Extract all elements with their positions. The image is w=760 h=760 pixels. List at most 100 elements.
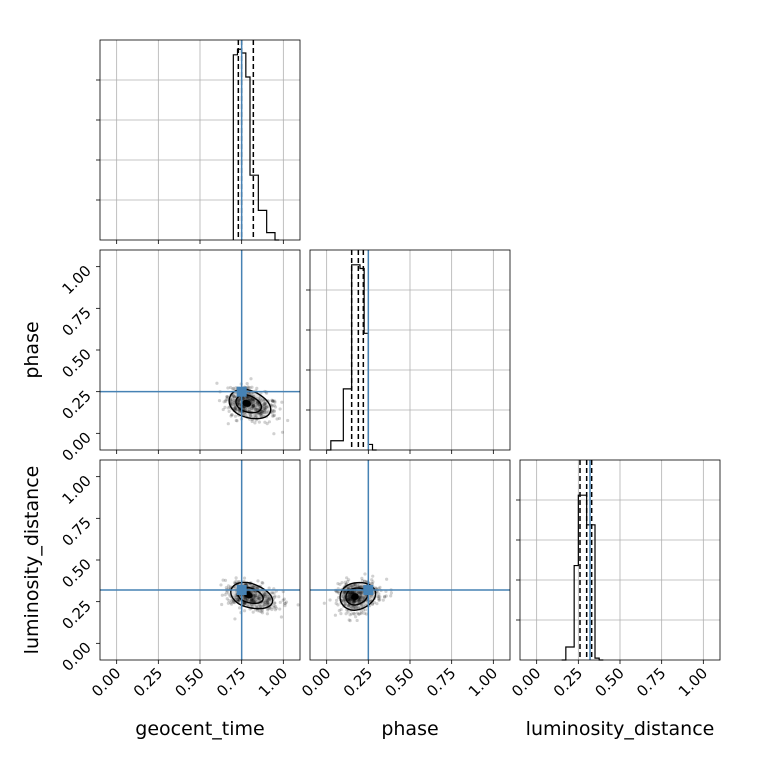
sample-point <box>260 409 265 413</box>
x-tick-label: 0.75 <box>423 664 459 700</box>
x-tick-label: 0.00 <box>88 664 124 700</box>
sample-point <box>376 595 381 599</box>
sample-point <box>334 601 338 605</box>
sample-point <box>241 405 246 409</box>
x-tick-label: 0.50 <box>171 664 207 700</box>
sample-point <box>246 385 250 389</box>
sample-point <box>241 396 246 400</box>
x-tick-label: 0.25 <box>550 664 586 700</box>
sample-point <box>223 593 227 597</box>
sample-point <box>335 598 339 602</box>
sample-point <box>272 403 276 407</box>
sample-point <box>262 406 266 410</box>
sample-point <box>247 405 251 410</box>
sample-point <box>267 596 271 600</box>
sample-point <box>251 596 255 600</box>
sample-point <box>252 597 256 601</box>
sample-point <box>337 591 341 595</box>
sample-point <box>256 403 260 407</box>
sample-point <box>348 596 352 600</box>
sample-point <box>354 615 358 619</box>
sample-point <box>246 395 250 400</box>
sample-point <box>224 590 229 595</box>
x-tick-label: 0.25 <box>130 664 166 700</box>
sample-point <box>267 598 272 602</box>
sample-point <box>350 612 354 616</box>
x-tick-label: 0.75 <box>633 664 669 700</box>
sample-point <box>249 584 253 588</box>
sample-point <box>258 411 262 415</box>
sample-point <box>226 584 231 588</box>
sample-point <box>257 603 261 607</box>
sample-point <box>356 605 360 609</box>
sample-point <box>353 599 357 603</box>
sample-point <box>352 599 356 603</box>
sample-point <box>354 606 358 610</box>
sample-point <box>219 583 223 587</box>
sample-point <box>270 404 275 408</box>
sample-point <box>337 590 341 594</box>
sample-point <box>249 597 253 601</box>
sample-point <box>221 578 225 582</box>
sample-point <box>251 403 256 407</box>
sample-point <box>233 407 237 411</box>
sample-point <box>224 586 228 590</box>
sample-point <box>257 594 261 598</box>
sample-point <box>251 598 255 602</box>
panel-geocent_time-vs-geocent_time <box>96 39 301 244</box>
sample-point <box>256 595 260 599</box>
sample-point <box>261 591 266 595</box>
sample-point <box>270 408 275 412</box>
sample-point <box>253 421 257 425</box>
sample-point <box>377 592 381 596</box>
sample-point <box>348 599 352 603</box>
sample-point <box>255 604 259 608</box>
sample-point <box>247 598 251 602</box>
sample-point <box>262 600 267 605</box>
sample-point <box>250 406 254 410</box>
sample-point <box>275 417 279 421</box>
sample-point <box>265 422 269 426</box>
sample-point <box>251 397 255 402</box>
sample-point <box>357 612 361 616</box>
sample-point <box>355 583 359 587</box>
sample-point <box>351 600 355 605</box>
sample-point <box>347 578 351 582</box>
sample-point <box>251 398 255 402</box>
sample-point <box>359 592 364 596</box>
sample-point <box>255 386 259 390</box>
x-tick-label: 1.00 <box>255 664 291 700</box>
sample-point <box>358 596 363 600</box>
sample-point <box>347 593 351 597</box>
sample-point <box>359 590 364 595</box>
sample-point <box>357 597 361 601</box>
y-axis-label-luminosity_distance: luminosity_distance <box>21 466 43 655</box>
sample-point <box>336 596 341 600</box>
sample-point <box>352 583 356 587</box>
sample-point <box>251 399 255 404</box>
sample-point <box>230 413 234 417</box>
sample-point <box>226 386 230 390</box>
sample-point <box>266 410 270 414</box>
sample-point <box>368 595 372 600</box>
sample-point <box>354 599 358 603</box>
panel-frame <box>99 249 301 451</box>
sample-point <box>265 612 269 616</box>
sample-point <box>242 609 247 613</box>
sample-point <box>271 399 275 403</box>
sample-point <box>248 396 252 401</box>
sample-point <box>353 599 357 604</box>
y-tick-label: 0.25 <box>58 387 94 423</box>
sample-point <box>360 576 364 580</box>
sample-point <box>254 599 258 603</box>
sample-point <box>353 601 357 605</box>
sample-point <box>272 604 276 608</box>
sample-point <box>232 395 237 399</box>
sample-point <box>272 606 276 610</box>
sample-point <box>229 414 233 418</box>
sample-point <box>270 607 274 612</box>
sample-point <box>344 612 348 616</box>
sample-point <box>237 399 241 403</box>
sample-point <box>259 411 263 415</box>
sample-point <box>232 395 236 399</box>
